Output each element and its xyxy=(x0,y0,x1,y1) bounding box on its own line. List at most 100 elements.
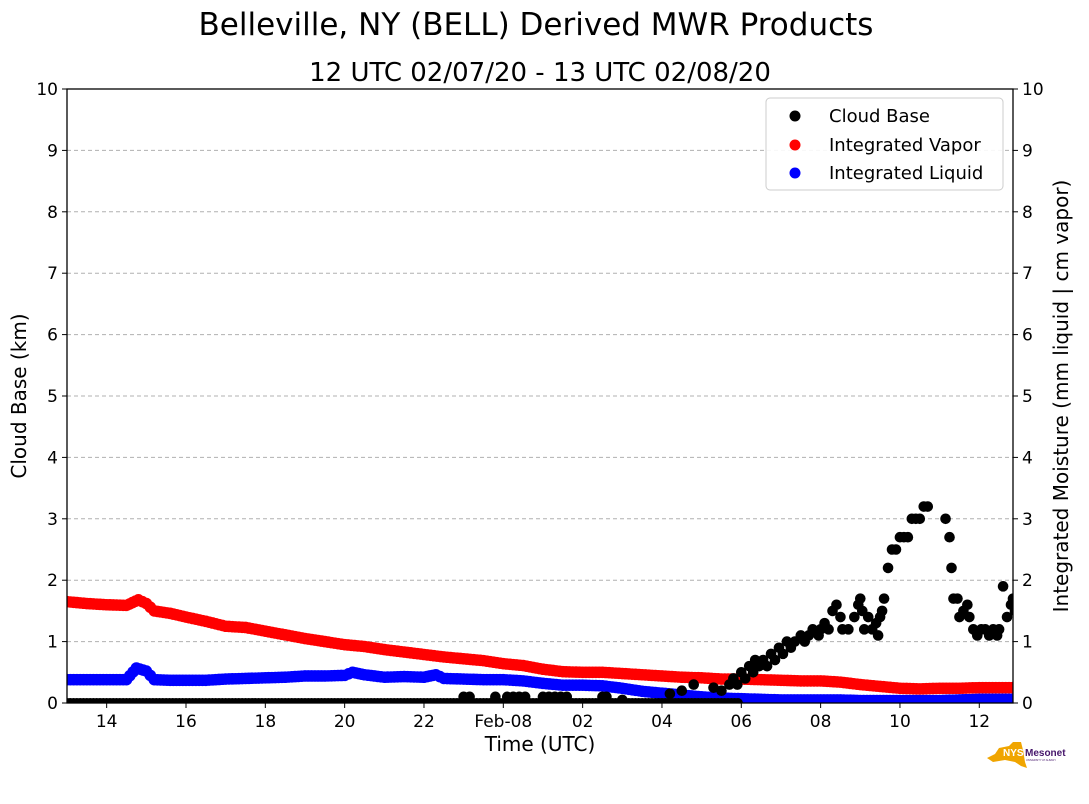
data-point xyxy=(993,624,1005,635)
data-point xyxy=(464,691,475,703)
data-point xyxy=(688,679,700,690)
y2-tick-label: 0 xyxy=(1022,694,1033,714)
data-point xyxy=(1009,605,1013,616)
data-point xyxy=(872,630,884,641)
logo-mesonet-text: Mesonet xyxy=(1025,748,1066,759)
x-axis-label: Time (UTC) xyxy=(484,732,596,756)
data-point xyxy=(617,694,628,703)
y2-tick-label: 10 xyxy=(1022,80,1044,100)
x-tick-label: 10 xyxy=(889,712,911,732)
y2-tick-label: 9 xyxy=(1022,141,1033,161)
x-tick-label: 02 xyxy=(572,712,594,732)
data-point xyxy=(1007,593,1013,604)
y2-tick-label: 4 xyxy=(1022,448,1033,468)
y2-tick-label: 2 xyxy=(1022,571,1033,591)
data-point xyxy=(946,562,957,574)
data-point xyxy=(1009,682,1013,693)
series-cloud-base xyxy=(67,501,1031,703)
data-point xyxy=(914,513,926,525)
data-point xyxy=(835,611,846,623)
data-point xyxy=(831,599,842,611)
chart-title: Belleville, NY (BELL) Derived MWR Produc… xyxy=(199,7,874,43)
data-point xyxy=(761,660,773,672)
data-point xyxy=(964,611,975,623)
data-point xyxy=(1026,682,1038,694)
data-point xyxy=(849,611,860,623)
y-tick-label: 7 xyxy=(47,264,58,284)
data-point xyxy=(1020,606,1031,617)
series-integrated-vapor xyxy=(67,594,1045,695)
data-point xyxy=(944,531,955,543)
data-point xyxy=(519,691,531,703)
data-point xyxy=(890,544,902,555)
nys-mesonet-logo: NYS Mesonet UNIVERSITY AT ALBANY xyxy=(987,742,1066,768)
data-point xyxy=(882,562,894,574)
data-point xyxy=(1033,694,1045,706)
y-tick-label: 0 xyxy=(47,694,58,714)
x-tick-label: Feb-08 xyxy=(474,712,532,732)
data-point xyxy=(1023,682,1035,694)
x-tick-label: 06 xyxy=(730,712,752,732)
data-point xyxy=(843,624,854,635)
data-point xyxy=(922,501,934,512)
data-point xyxy=(732,698,743,703)
y-tick-label: 3 xyxy=(47,510,58,530)
data-point xyxy=(876,605,888,617)
data-point xyxy=(1033,682,1045,694)
new-york-state-shape-icon xyxy=(987,742,1027,768)
data-point xyxy=(1030,682,1042,694)
y2-tick-label: 1 xyxy=(1022,633,1033,653)
plot-series xyxy=(67,501,1045,706)
legend-label-integrated-liquid: Integrated Liquid xyxy=(829,163,983,184)
y2-tick-label: 3 xyxy=(1022,510,1033,530)
y-tick-label: 2 xyxy=(47,571,58,591)
y-axis-label: Cloud Base (km) xyxy=(7,313,31,478)
data-point xyxy=(739,673,751,684)
x-tick-label: 12 xyxy=(968,712,990,732)
y2-tick-label: 6 xyxy=(1022,326,1033,346)
legend: Cloud Base Integrated Vapor Integrated L… xyxy=(765,97,1004,191)
grid-lines xyxy=(67,149,1013,643)
y-tick-label: 5 xyxy=(47,387,58,407)
logo-nys-text: NYS xyxy=(1003,748,1024,759)
legend-marker-integrated-liquid xyxy=(789,167,801,179)
data-point xyxy=(676,685,688,697)
data-point xyxy=(858,624,870,635)
x-tick-label: 18 xyxy=(255,712,277,732)
data-point xyxy=(1020,682,1032,694)
x-tick-label: 20 xyxy=(334,712,356,732)
x-tick-label: 08 xyxy=(810,712,832,732)
x-tick-label: 04 xyxy=(651,712,673,732)
x-tick-label: 16 xyxy=(175,712,197,732)
y2-axis-label: Integrated Moisture (mm liquid | cm vapo… xyxy=(1049,180,1073,613)
y2-tick-label: 7 xyxy=(1022,264,1033,284)
legend-marker-integrated-vapor xyxy=(789,139,801,151)
data-point xyxy=(1009,694,1013,703)
legend-marker-cloud-base xyxy=(789,110,801,122)
data-point xyxy=(769,654,781,666)
data-point xyxy=(1014,612,1025,623)
data-point xyxy=(952,593,963,604)
data-point xyxy=(862,611,874,623)
data-point xyxy=(561,691,573,703)
data-point xyxy=(1013,682,1025,694)
y-tick-label: 6 xyxy=(47,326,58,346)
data-point xyxy=(1016,682,1028,694)
data-point xyxy=(664,688,676,700)
data-point xyxy=(878,593,890,604)
data-point xyxy=(902,531,914,543)
chart-subtitle: 12 UTC 02/07/20 - 13 UTC 02/08/20 xyxy=(309,58,771,88)
y-tick-label: 4 xyxy=(47,448,58,468)
x-tick-label: 22 xyxy=(413,712,435,732)
data-point xyxy=(962,599,973,611)
data-point xyxy=(777,648,789,660)
y-tick-label: 8 xyxy=(47,203,58,223)
data-point xyxy=(823,624,834,635)
data-point xyxy=(1001,611,1013,623)
y2-tick-label: 5 xyxy=(1022,387,1033,407)
y2-tick-label: 8 xyxy=(1022,203,1033,223)
data-point xyxy=(997,581,1009,592)
series-integrated-liquid xyxy=(67,662,1045,706)
